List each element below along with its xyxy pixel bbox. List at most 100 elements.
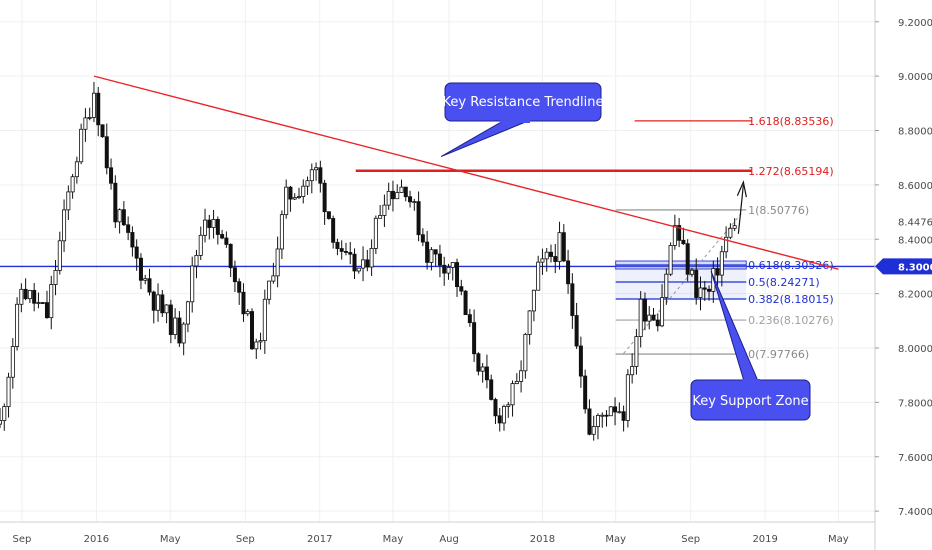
candle-body — [437, 253, 442, 266]
candle — [480, 363, 485, 383]
candle-body — [279, 214, 284, 250]
candle — [361, 246, 366, 282]
candle-body — [493, 399, 498, 417]
candle — [429, 247, 434, 271]
candle-body — [399, 186, 404, 193]
fib-level-label: 0.236(8.10276) — [748, 314, 834, 327]
x-tick-label: Aug — [439, 534, 459, 545]
candle-body — [83, 117, 88, 130]
candle — [318, 160, 323, 193]
candle — [531, 289, 536, 322]
candle-body — [561, 232, 566, 262]
candle — [403, 186, 408, 202]
candle — [455, 258, 460, 297]
fib-retracement: 1.618(8.83536) 1.272(8.65194) 1(8.50776) 0.… — [355, 115, 834, 361]
candle — [258, 332, 263, 350]
candle-body — [6, 376, 11, 408]
candle — [0, 408, 3, 429]
candle-body — [147, 278, 152, 293]
candle — [527, 310, 532, 345]
candle — [245, 308, 250, 317]
candle — [544, 247, 549, 272]
target-arrow-head — [736, 180, 747, 198]
candle-body — [591, 426, 596, 435]
candle-body — [62, 209, 67, 242]
candle — [66, 185, 71, 220]
candle — [540, 248, 545, 275]
candle-body — [429, 249, 434, 263]
candle — [672, 214, 677, 250]
candle — [369, 239, 374, 276]
candle — [113, 175, 118, 229]
candle-body — [326, 211, 331, 219]
candle-body — [335, 241, 340, 249]
candle-body — [356, 267, 361, 272]
candle-body — [416, 201, 421, 236]
candle-body — [117, 209, 122, 223]
candle-body — [566, 260, 571, 285]
candle-body — [365, 259, 370, 268]
candle-body — [215, 219, 220, 235]
fib-level-label: 0.382(8.18015) — [748, 293, 834, 306]
candle — [655, 313, 660, 332]
candle — [228, 243, 233, 277]
candle — [698, 276, 703, 311]
x-tick-label: 2017 — [307, 534, 332, 545]
candle-body — [570, 283, 575, 316]
candle-body — [126, 224, 131, 233]
candle — [408, 190, 413, 208]
annotations: Key Resistance Trendline Key Support Zone — [440, 82, 811, 421]
candle — [271, 262, 276, 284]
candle-body — [634, 336, 639, 367]
candle — [446, 263, 451, 280]
x-tick-label: Sep — [13, 534, 32, 545]
candle-body — [638, 298, 643, 337]
candle — [685, 239, 690, 282]
candle-body — [689, 269, 694, 275]
candle — [425, 230, 430, 270]
candle — [79, 123, 84, 165]
candle-body — [459, 286, 464, 292]
candle — [74, 156, 79, 184]
candle — [352, 248, 357, 280]
candle-body — [232, 267, 237, 283]
x-axis: Sep 2016 May Sep 2017 May Aug 2018 May Sep 2019 May — [13, 534, 849, 545]
candle — [130, 226, 135, 257]
candle-body — [66, 191, 71, 211]
fib-level-label: 0.618(8.30526) — [748, 259, 834, 272]
candle-body — [455, 262, 460, 288]
candle-body — [651, 314, 656, 321]
candle-body — [318, 167, 323, 184]
fib-level-label: 1(8.50776) — [748, 204, 809, 217]
candle-body — [143, 278, 148, 281]
candle — [412, 198, 417, 211]
y-tick-label: 7.60000 — [898, 453, 932, 464]
candle — [442, 256, 447, 286]
candle — [390, 180, 395, 212]
candle — [395, 184, 400, 200]
candle-body — [177, 317, 182, 344]
candle-body — [151, 291, 156, 311]
candle-body — [19, 288, 24, 305]
candle-body — [574, 315, 579, 347]
y-tick-label: 9.00000 — [898, 72, 932, 83]
resistance-callout-text: Key Resistance Trendline — [443, 95, 604, 110]
candle-body — [625, 374, 630, 421]
candle — [62, 199, 67, 252]
candle-body — [583, 375, 588, 410]
candle-body — [44, 302, 49, 319]
candle-body — [15, 303, 20, 347]
candle — [677, 217, 682, 248]
candle-body — [228, 243, 233, 269]
candle-body — [104, 136, 109, 169]
candle — [566, 249, 571, 294]
candle-body — [241, 291, 246, 315]
candle-body — [2, 406, 7, 421]
candle — [617, 402, 622, 414]
candle-body — [322, 182, 327, 213]
candle-body — [694, 269, 699, 298]
candle-body — [91, 92, 96, 118]
candle — [642, 292, 647, 331]
fib-trend-line — [623, 211, 743, 354]
